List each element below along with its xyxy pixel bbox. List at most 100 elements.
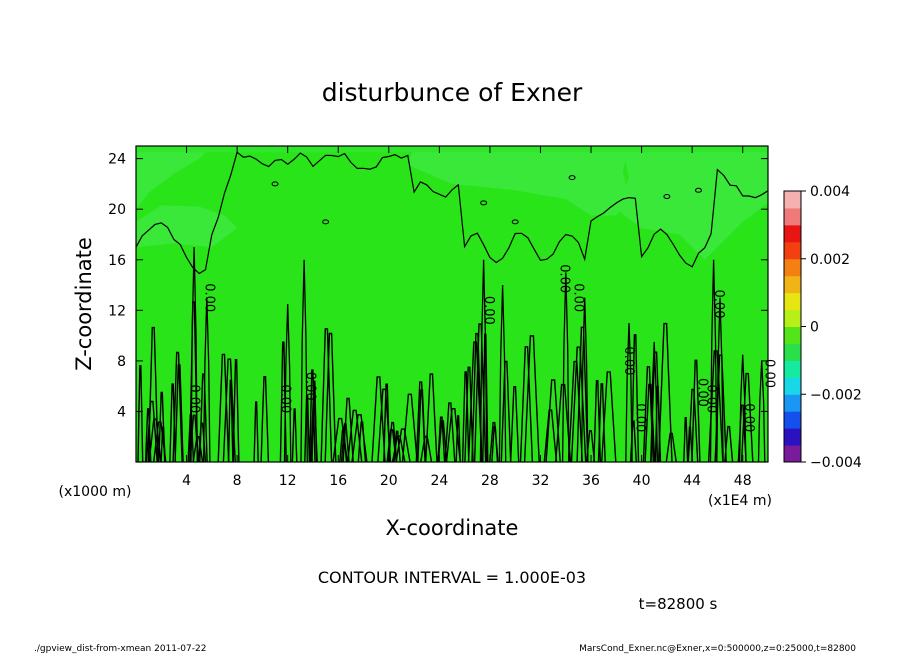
chart-title: disturbunce of Exner [322, 78, 583, 107]
contour-line [393, 430, 401, 463]
field-patch [136, 146, 768, 153]
contour-line [351, 414, 368, 463]
contour-line [461, 371, 470, 463]
contour-line [500, 360, 512, 463]
field-patch [616, 146, 768, 260]
contour-line [192, 436, 204, 463]
plot-area: 0.000.000.00 0.000.000.000.000.000.000.00… [135, 145, 776, 463]
colorbar-segment [784, 343, 801, 361]
contour-line [455, 415, 461, 463]
contour-line [324, 332, 337, 463]
colorbar: 0.004 0.002 0 −0.002 −0.004 [783, 184, 862, 471]
contour-line [509, 386, 520, 463]
contour-line [347, 409, 363, 463]
contour-line [683, 417, 689, 463]
contour-line [227, 379, 234, 463]
contour-line [644, 383, 656, 463]
contour-labels: 0.000.000.00 0.000.000.000.000.000.000.00… [186, 264, 776, 432]
contour-line [498, 284, 507, 463]
colorbar-segment [784, 326, 801, 344]
contour-line [145, 400, 158, 463]
field-patch [136, 146, 212, 210]
x-tick-label: 48 [734, 473, 752, 489]
contour-loop [511, 219, 519, 225]
contour-line [415, 381, 426, 463]
contour-label: 0.00 [703, 384, 718, 413]
contour-line [217, 353, 230, 463]
contour-line [253, 401, 259, 463]
contour-line [471, 332, 483, 463]
x-tick-label: 16 [329, 473, 347, 489]
contour-line [137, 365, 144, 463]
contour-line [222, 358, 236, 463]
contour-line [339, 429, 348, 463]
y-tick-label: 16 [108, 253, 126, 269]
contour-line [437, 416, 446, 463]
contour-line [320, 328, 333, 463]
colorbar-segment [784, 394, 801, 412]
colorbar-tick-label: −0.004 [810, 455, 862, 471]
contour-line [309, 369, 316, 463]
colorbar-segment [784, 445, 801, 463]
contour-label: 0.00 [202, 283, 217, 312]
contour-line [650, 341, 659, 463]
x-tick-label: 44 [683, 473, 701, 489]
contour-line [371, 376, 386, 463]
contour-line [395, 428, 411, 463]
contour-loop [480, 200, 488, 206]
colorbar-segment [784, 275, 801, 294]
x-tick-label: 36 [582, 473, 600, 489]
contour-line [580, 297, 589, 463]
y-tick-label: 12 [108, 303, 126, 319]
contour-label: 0.00 [711, 290, 726, 319]
x-tick-label: 28 [481, 473, 499, 489]
x-tick-label: 12 [279, 473, 297, 489]
colorbar-segment [784, 309, 801, 327]
colorbar-tick-label: −0.002 [810, 387, 862, 403]
contour-label: 0.00 [761, 359, 776, 388]
contour-interval-text: CONTOUR INTERVAL = 1.000E-03 [318, 568, 586, 587]
x-axis-label: X-coordinate [386, 516, 519, 540]
contour-line [687, 388, 699, 463]
x-scale-note: (x1E4 m) [708, 493, 772, 509]
x-tick-label: 8 [233, 473, 242, 489]
y-tick-label: 24 [108, 152, 126, 168]
contour-line [401, 393, 418, 463]
contour-line [383, 383, 391, 463]
x-unit-note: (x1000 m) [59, 484, 132, 500]
colorbar-tick-label: 0.004 [810, 184, 850, 200]
colorbar-segment [784, 258, 801, 277]
contour-label: 0.00 [557, 264, 572, 293]
contour-line [135, 151, 769, 275]
x-axis: 4 8 12 16 20 24 28 32 36 40 44 48 [182, 146, 752, 489]
contour-line [190, 247, 198, 463]
colorbar-segment [784, 224, 801, 243]
plot-frame [135, 145, 769, 463]
contour-loop [271, 181, 279, 187]
contour-line [169, 383, 177, 463]
contour-line [543, 409, 558, 463]
contour-line [479, 259, 488, 463]
time-text: t=82800 s [639, 595, 718, 613]
contour-line [631, 334, 640, 463]
contour-label: 0.00 [741, 403, 756, 432]
contour-loop [568, 175, 576, 181]
colorbar-segment [784, 411, 801, 429]
y-axis: 4 8 12 16 20 24 [108, 152, 768, 420]
y-axis-label: Z-coordinate [72, 237, 96, 371]
contour-line [597, 383, 606, 463]
contour-line [464, 366, 474, 463]
contour-label: 0.00 [571, 283, 586, 312]
contour-line [709, 259, 718, 463]
colorbar-segment [784, 428, 801, 446]
contour-label: 0.00 [694, 378, 709, 407]
contour-line [567, 360, 583, 463]
contour-line [570, 346, 587, 463]
contour-label: 0.00 [633, 403, 648, 432]
contour-loop [694, 187, 702, 193]
contour-line [291, 408, 298, 463]
contour-label: 0.00 [186, 384, 201, 413]
contour-loop [322, 219, 330, 225]
x-tick-label: 32 [532, 473, 550, 489]
